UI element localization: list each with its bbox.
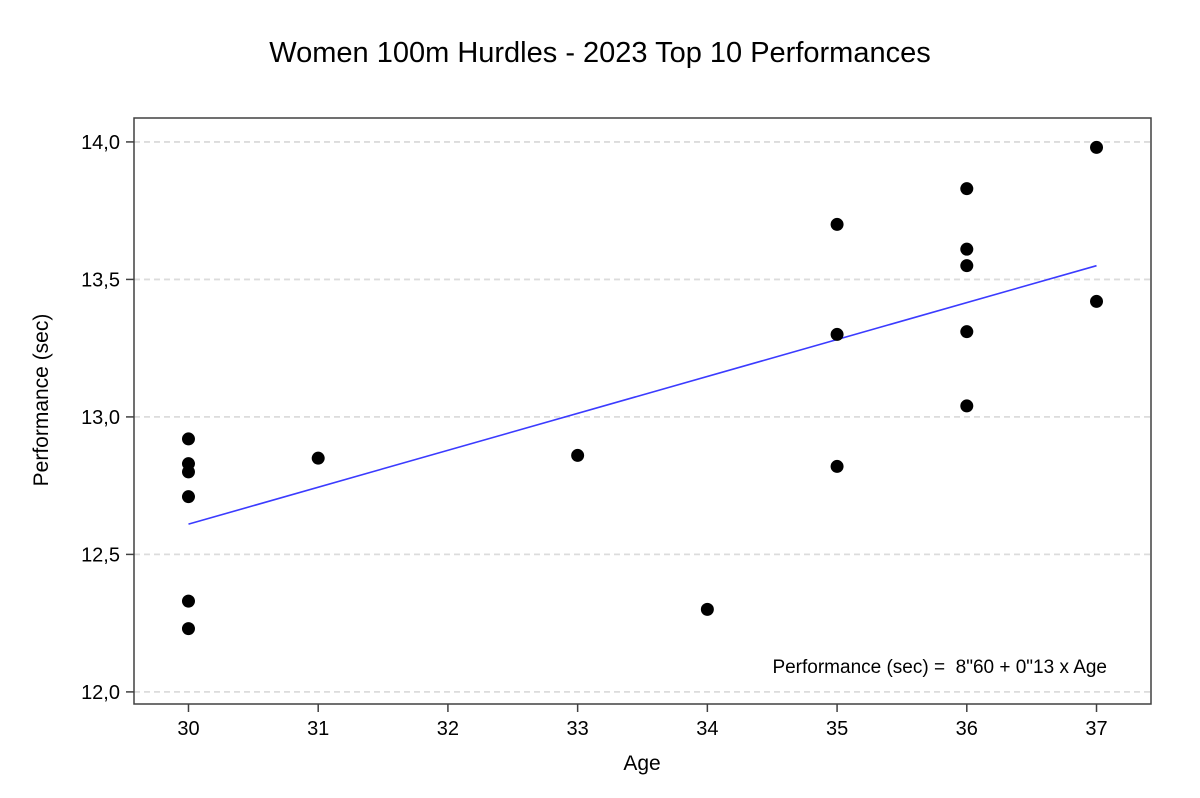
data-point	[960, 242, 974, 256]
x-tick-label: 30	[177, 718, 199, 740]
x-tick-label: 33	[567, 718, 589, 740]
data-point	[960, 259, 974, 273]
x-tick-label: 36	[956, 718, 978, 740]
y-tick-label: 12,5	[81, 544, 120, 566]
data-point	[960, 399, 974, 413]
data-point	[960, 182, 974, 196]
regression-line	[188, 264, 1097, 525]
plot-frame	[133, 117, 1152, 705]
x-axis-ticks-group: 30 31 32 33 34 35 36 37	[177, 704, 1108, 740]
data-point	[181, 465, 195, 479]
data-point	[960, 325, 974, 339]
data-point	[181, 490, 195, 504]
data-point	[181, 622, 195, 636]
data-point	[1090, 140, 1104, 154]
data-point	[311, 451, 325, 465]
x-tick-label: 37	[1085, 718, 1107, 740]
data-point	[700, 602, 714, 616]
y-tick-label: 13,5	[81, 269, 120, 291]
data-point	[830, 217, 844, 231]
y-tick-label: 12,0	[81, 682, 120, 704]
gridlines-group	[134, 141, 1151, 693]
data-point	[181, 432, 195, 446]
data-point	[1090, 294, 1104, 308]
chart-title: Women 100m Hurdles - 2023 Top 10 Perform…	[269, 37, 930, 69]
x-axis-title: Age	[623, 752, 660, 775]
y-axis-ticks-group: 12,0 12,5 13,0 13,5 14,0	[81, 132, 134, 704]
data-point	[830, 459, 844, 473]
y-tick-label: 13,0	[81, 407, 120, 429]
x-tick-label: 31	[307, 718, 329, 740]
x-tick-label: 34	[696, 718, 718, 740]
data-point	[181, 594, 195, 608]
data-point	[830, 327, 844, 341]
data-points-group	[181, 140, 1104, 636]
equation-annotation: Performance (sec) = 8"60 + 0"13 x Age	[772, 657, 1107, 678]
y-axis-title: Performance (sec)	[30, 314, 53, 487]
x-tick-label: 32	[437, 718, 459, 740]
x-tick-label: 35	[826, 718, 848, 740]
y-tick-label: 14,0	[81, 132, 120, 154]
data-point	[571, 448, 585, 462]
